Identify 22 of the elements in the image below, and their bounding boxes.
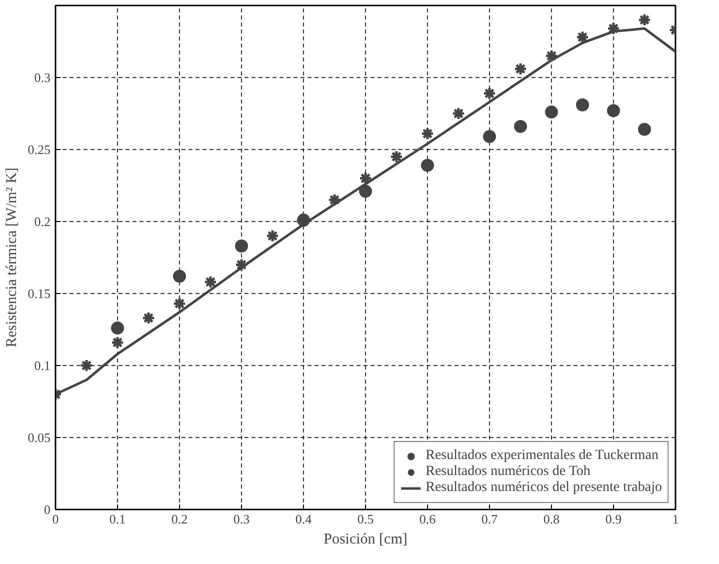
x-tick-label: 1 bbox=[672, 512, 679, 526]
legend-label: Resultados numéricos de Toh bbox=[426, 464, 590, 480]
y-tick-label: 0.3 bbox=[34, 70, 50, 85]
x-tick-label: 0.2 bbox=[171, 512, 188, 526]
legend-label: Resultados experimentales de Tuckerman bbox=[426, 448, 659, 464]
legend-label: Resultados numéricos del presente trabajo bbox=[426, 480, 662, 496]
x-tick-label: 0.8 bbox=[543, 512, 560, 526]
x-tick-label: 0.5 bbox=[357, 512, 374, 526]
y-tick-label: 0.1 bbox=[34, 358, 50, 373]
x-tick-label: 0.4 bbox=[295, 512, 312, 526]
x-tick-label: 0.6 bbox=[419, 512, 436, 526]
x-tick-label: 0.9 bbox=[605, 512, 622, 526]
x-tick-label: 0.3 bbox=[233, 512, 250, 526]
x-axis-title: Posición [cm] bbox=[324, 532, 408, 548]
x-tick-label: 0.1 bbox=[109, 512, 126, 526]
y-axis-title: Resistencia térmica [W/m² K] bbox=[4, 168, 20, 348]
y-tick-label: 0.15 bbox=[28, 286, 50, 301]
y-tick-label: 0.25 bbox=[28, 142, 50, 157]
y-tick-label: 0.2 bbox=[34, 214, 50, 229]
y-tick-label: 0 bbox=[44, 502, 50, 517]
x-tick-label: 0.7 bbox=[481, 512, 498, 526]
y-tick-label: 0.05 bbox=[28, 430, 50, 445]
